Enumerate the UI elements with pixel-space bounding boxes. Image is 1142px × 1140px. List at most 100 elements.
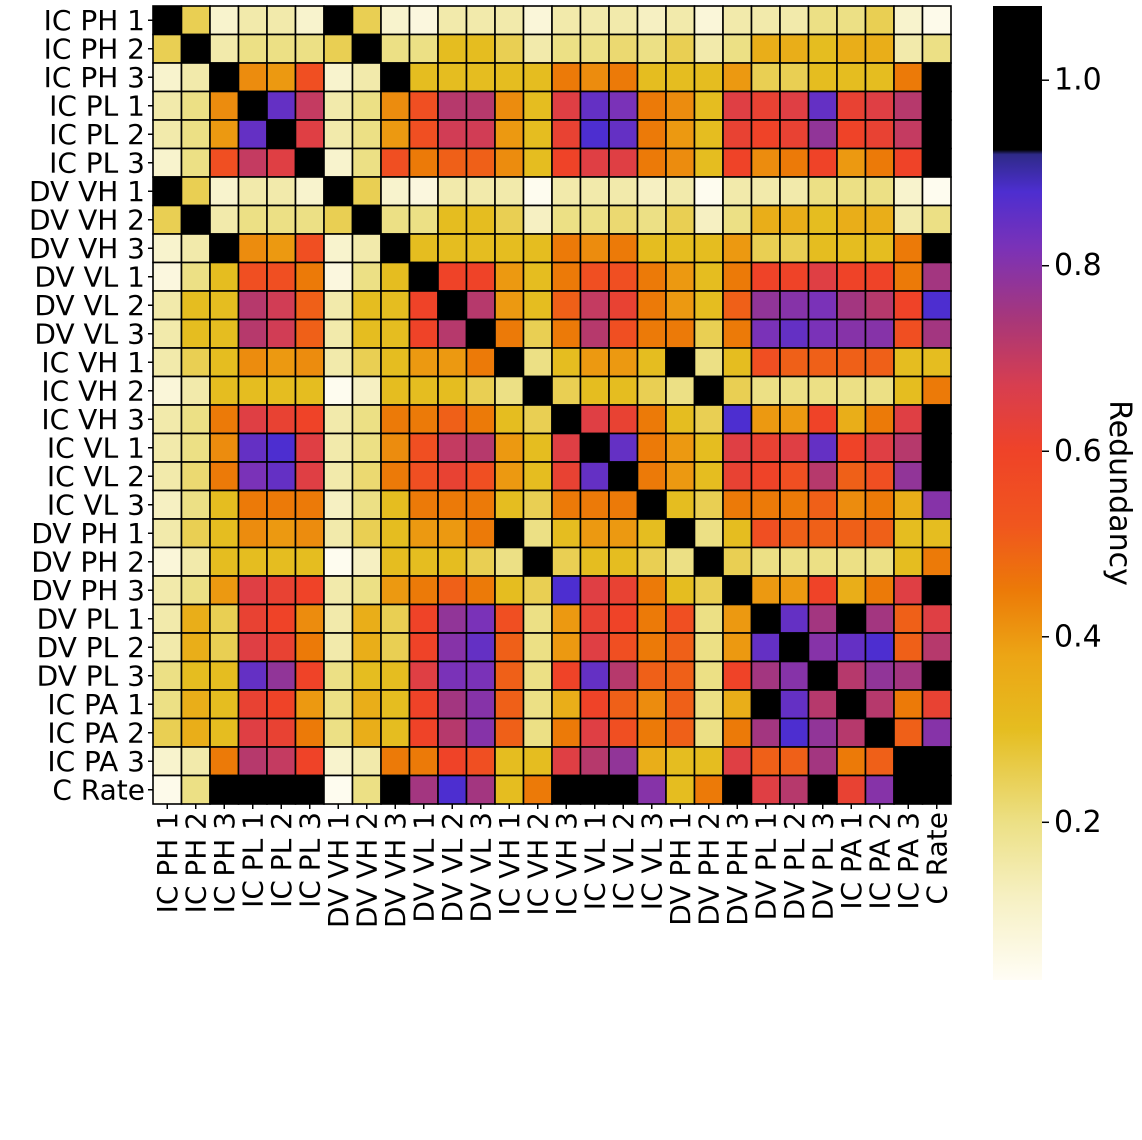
heatmap-cell [665, 290, 696, 321]
heatmap-cell [180, 5, 211, 36]
heatmap-cell [522, 375, 553, 406]
heatmap-cell [266, 347, 297, 378]
heatmap-cell [465, 233, 496, 264]
heatmap-cell [864, 660, 895, 691]
heatmap-cell [836, 347, 867, 378]
heatmap-cell [408, 746, 439, 777]
heatmap-cell [722, 546, 753, 577]
heatmap-cell [779, 33, 810, 64]
colorbar-tick-label: 0.8 [1054, 248, 1102, 283]
heatmap-cell [579, 717, 610, 748]
heatmap-cell [380, 717, 411, 748]
heatmap-cell [636, 5, 667, 36]
heatmap-cell [380, 489, 411, 520]
heatmap-cell [779, 176, 810, 207]
colorbar-tick-label: 1.0 [1054, 63, 1102, 98]
heatmap-cell [180, 489, 211, 520]
heatmap-cell [180, 660, 211, 691]
heatmap-cell [665, 603, 696, 634]
heatmap-cell [152, 774, 183, 805]
heatmap-cell [579, 347, 610, 378]
heatmap-cell [807, 347, 838, 378]
heatmap-cell [237, 404, 268, 435]
heatmap-cell [152, 261, 183, 292]
heatmap-cell [209, 233, 240, 264]
heatmap-cell [237, 717, 268, 748]
column-tick-label: IC PH 1 [151, 812, 184, 913]
heatmap-cell [665, 147, 696, 178]
heatmap-cell [152, 518, 183, 549]
heatmap-cell [921, 660, 952, 691]
heatmap-cell [209, 261, 240, 292]
heatmap-cell [836, 290, 867, 321]
heatmap-cell [693, 546, 724, 577]
heatmap-cell [779, 233, 810, 264]
heatmap-cell [893, 33, 924, 64]
heatmap-cell [551, 689, 582, 720]
heatmap-cell [209, 290, 240, 321]
heatmap-cell [921, 5, 952, 36]
heatmap-cell [266, 290, 297, 321]
row-tick-labels: IC PH 1IC PH 2IC PH 3IC PL 1IC PL 2IC PL… [29, 4, 153, 806]
heatmap-cell [551, 147, 582, 178]
heatmap-cell [209, 603, 240, 634]
heatmap-cell [266, 119, 297, 150]
row-tick-label: IC PH 3 [44, 61, 145, 94]
heatmap-cell [522, 603, 553, 634]
heatmap-cell [693, 432, 724, 463]
heatmap-cell [551, 404, 582, 435]
heatmap-cell [921, 461, 952, 492]
heatmap-cell [750, 575, 781, 606]
heatmap-cell [636, 404, 667, 435]
heatmap-cell [323, 518, 354, 549]
heatmap-cell [237, 660, 268, 691]
heatmap-cell [722, 233, 753, 264]
heatmap-cell [750, 404, 781, 435]
heatmap-cell [465, 318, 496, 349]
heatmap-cell [864, 603, 895, 634]
heatmap-cell [380, 204, 411, 235]
heatmap-cell [465, 432, 496, 463]
heatmap-cell [408, 147, 439, 178]
heatmap-cell [522, 261, 553, 292]
heatmap-cell [522, 147, 553, 178]
heatmap-cell [864, 575, 895, 606]
heatmap-cell [608, 119, 639, 150]
heatmap-cell [408, 660, 439, 691]
heatmap-cell [608, 62, 639, 93]
heatmap-cell [836, 461, 867, 492]
heatmap-cell [408, 90, 439, 121]
heatmap-cell [323, 5, 354, 36]
heatmap-cell [636, 575, 667, 606]
heatmap-cell [921, 489, 952, 520]
heatmap-cell [294, 603, 325, 634]
heatmap-cell [779, 62, 810, 93]
heatmap-cell [864, 432, 895, 463]
heatmap-cell [665, 62, 696, 93]
heatmap-cell [807, 204, 838, 235]
heatmap-cell [921, 204, 952, 235]
column-tick-label: DV PH 2 [692, 812, 725, 926]
heatmap-cell [722, 432, 753, 463]
heatmap-cell [180, 689, 211, 720]
heatmap-cell [779, 432, 810, 463]
heatmap-cell [779, 347, 810, 378]
heatmap-cell [408, 575, 439, 606]
heatmap-cell [180, 290, 211, 321]
heatmap-cell [579, 689, 610, 720]
heatmap-cell [266, 375, 297, 406]
heatmap-cell [807, 518, 838, 549]
heatmap-cell [380, 746, 411, 777]
heatmap-cell [351, 176, 382, 207]
row-tick-label: DV PL 3 [37, 659, 145, 692]
heatmap-cell [437, 261, 468, 292]
heatmap-cell [494, 774, 525, 805]
heatmap-cell [750, 233, 781, 264]
heatmap-cell [807, 660, 838, 691]
heatmap-cell [779, 717, 810, 748]
heatmap-cell [722, 90, 753, 121]
heatmap-cell [437, 432, 468, 463]
heatmap-cell [494, 746, 525, 777]
heatmap-cell [636, 461, 667, 492]
